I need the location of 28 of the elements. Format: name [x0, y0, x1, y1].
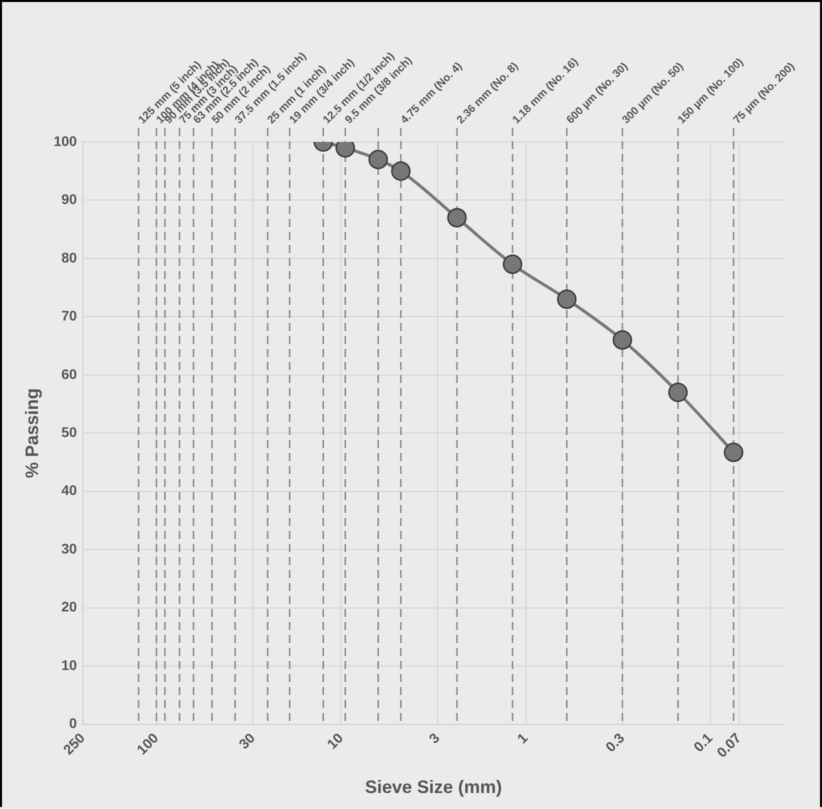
y-tick-label: 20: [61, 598, 78, 615]
point: [668, 382, 688, 402]
x-axis-title: Sieve Size (mm): [364, 777, 502, 798]
y-tick-label: 70: [61, 308, 78, 324]
x-tick-label: 0.1: [690, 730, 716, 755]
point: [447, 208, 467, 228]
y-tick-label: 90: [61, 191, 78, 208]
y-tick-label: 40: [61, 482, 78, 498]
point: [557, 289, 577, 309]
x-tick-label: 250: [60, 730, 88, 758]
y-tick-label: 80: [61, 249, 78, 266]
point: [724, 442, 744, 462]
x-tick-label: 1: [514, 730, 531, 747]
y-tick-label: 100: [54, 132, 78, 149]
x-tick-label: 100: [133, 730, 162, 758]
y-axis-title: % Passing: [22, 388, 42, 478]
point: [612, 330, 632, 350]
x-tick-label: 10: [324, 730, 346, 752]
point: [502, 254, 522, 274]
x-tick-label: 3: [426, 730, 443, 747]
y-tick-label: 10: [61, 656, 78, 673]
x-tick-label: 0.3: [602, 730, 628, 755]
y-tick-label: 0: [69, 715, 78, 732]
x-tick-label: 30: [236, 730, 258, 752]
y-tick-label: 60: [61, 366, 78, 382]
point: [391, 161, 411, 181]
y-tick-label: 30: [61, 540, 78, 556]
y-tick-label: 50: [61, 424, 78, 440]
